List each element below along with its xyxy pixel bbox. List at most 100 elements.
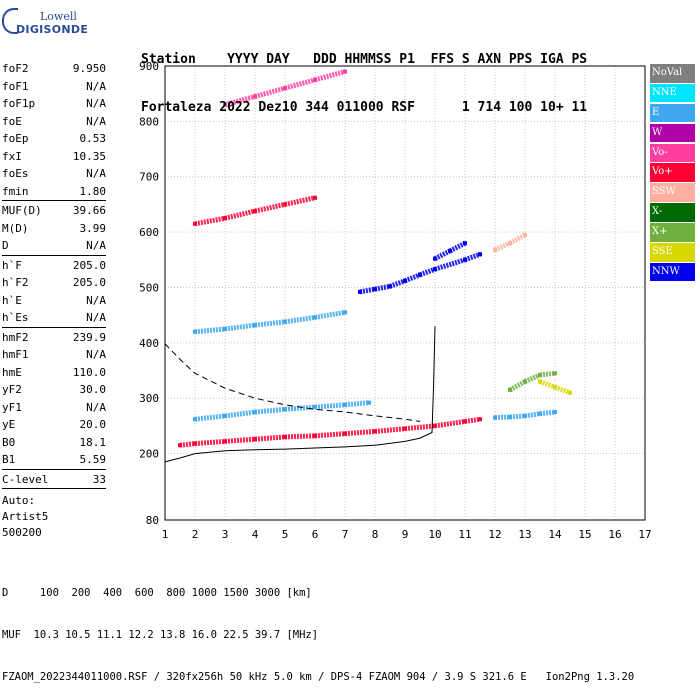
echo-point	[433, 423, 437, 428]
param-value: N/A	[86, 311, 106, 324]
param-value: 9.950	[72, 62, 106, 75]
legend-item-vo: Vo-	[650, 143, 695, 163]
header-values: Fortaleza 2022 Dez10 344 011000 RSF 1 71…	[141, 100, 588, 115]
echo-trace-segment	[374, 283, 391, 292]
param-label: h`F2	[2, 276, 29, 289]
legend-item-vo: Vo+	[650, 163, 695, 182]
param-row: MUF(D) 39.66	[2, 202, 106, 220]
x-tick-label: 16	[608, 528, 621, 541]
header-labels: Station YYYY DAY DDD HHMMSS P1 FFS S AXN…	[141, 52, 588, 67]
echo-trace-segment	[224, 208, 256, 221]
echo-point	[373, 287, 377, 292]
param-label: yF1	[2, 400, 22, 414]
echo-trace-segment	[419, 266, 436, 278]
param-value: 10.35	[72, 149, 106, 163]
x-tick-label: 8	[372, 528, 379, 541]
echo-point	[223, 439, 227, 444]
echo-point	[508, 415, 512, 420]
echo-point	[343, 431, 347, 436]
echo-trace-segment	[254, 319, 286, 328]
legend-item-x: X+	[650, 223, 695, 242]
echo-trace-segment	[344, 400, 370, 408]
x-tick-label: 12	[488, 528, 501, 541]
echo-point	[283, 86, 287, 91]
echo-point	[538, 411, 542, 416]
x-tick-label: 4	[252, 528, 259, 541]
lowell-digisonde-logo: Lowell DIGISONDE	[2, 2, 88, 42]
param-value: 0.53	[79, 132, 107, 145]
legend-item-x: X-	[650, 203, 695, 222]
echo-point	[523, 232, 527, 237]
param-value: 30.0	[79, 383, 107, 396]
echo-trace-segment	[434, 418, 466, 429]
echo-point	[538, 379, 542, 384]
echo-point	[313, 405, 317, 410]
echo-point	[313, 433, 317, 438]
echo-point	[448, 248, 452, 253]
echo-trace-segment	[433, 248, 452, 261]
echo-trace-segment	[464, 416, 481, 424]
y-tick-label: 700	[139, 171, 159, 184]
echo-trace-segment	[434, 257, 466, 272]
x-tick-label: 11	[458, 528, 471, 541]
param-value: N/A	[86, 348, 106, 361]
x-tick-label: 9	[402, 528, 409, 541]
param-separator	[2, 468, 106, 470]
echo-point	[223, 216, 227, 221]
param-row: hmF2 239.9	[2, 329, 106, 347]
param-row: foEs N/A	[2, 165, 106, 183]
echo-point	[388, 284, 392, 289]
legend-item-w: W	[650, 123, 695, 143]
y-tick-label: 300	[139, 392, 159, 405]
echo-point	[223, 326, 227, 331]
param-value: N/A	[86, 239, 106, 252]
param-row: C-level 33	[2, 471, 106, 489]
echo-point	[253, 94, 257, 99]
y-tick-label: 800	[139, 115, 159, 128]
echo-point	[553, 410, 557, 415]
echo-point	[178, 443, 182, 448]
param-value: 110.0	[72, 365, 106, 379]
param-label: hmF1	[2, 348, 29, 361]
legend-item-sse: SSE	[650, 243, 695, 262]
echo-point	[193, 329, 197, 334]
echo-point	[223, 413, 227, 418]
echo-point	[433, 256, 437, 261]
echo-trace-segment	[554, 384, 571, 396]
logo-arc-icon	[2, 8, 18, 34]
echo-trace-segment	[314, 309, 346, 320]
echo-trace-segment	[224, 94, 256, 108]
param-value: N/A	[86, 114, 106, 128]
echo-trace-segment	[404, 423, 436, 432]
echo-point	[193, 221, 197, 226]
echo-trace-segment	[254, 85, 286, 99]
echo-trace-segment	[254, 201, 286, 214]
param-label: foF1	[2, 79, 29, 93]
echo-point	[553, 371, 557, 376]
logo-line1: Lowell	[40, 10, 77, 23]
echo-point	[223, 102, 227, 107]
legend-item-noval: NoVal	[650, 64, 695, 83]
x-tick-label: 14	[548, 528, 562, 541]
echo-trace-segment	[224, 322, 256, 332]
polarization-legend: NoVal NNE E W Vo- Vo+ SSW X- X+ SSE NNW	[650, 64, 695, 283]
param-separator	[2, 326, 106, 328]
x-tick-labels: 1 2 3 4 5 6 7 8 9 10 11 12 13 14 15 16 17	[162, 528, 652, 541]
profile-curve	[164, 326, 436, 463]
echo-trace-segment	[464, 251, 481, 263]
echo-trace-segment	[493, 240, 512, 253]
param-label: C-level	[2, 472, 49, 486]
echo-point	[283, 407, 287, 412]
echo-trace-segment	[179, 441, 196, 448]
echo-point	[358, 289, 362, 294]
echo-trace-segment	[494, 414, 511, 421]
param-value: 205.0	[72, 276, 106, 289]
echo-trace-segment	[314, 69, 346, 83]
echo-trace-segment	[404, 272, 421, 284]
auto-line: Auto:	[2, 494, 36, 507]
x-tick-label: 7	[342, 528, 349, 541]
logo-line2: DIGISONDE	[16, 23, 89, 36]
echo-trace-segment	[284, 195, 316, 207]
footer-distance-line: D 100 200 400 600 800 1000 1500 3000 [km…	[2, 587, 312, 599]
